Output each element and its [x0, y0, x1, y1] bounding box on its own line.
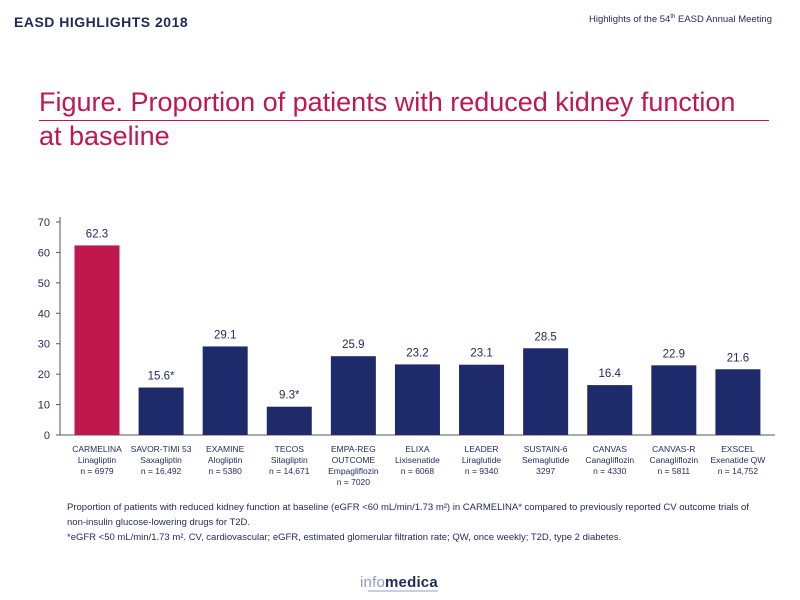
y-tick-label: 50 — [38, 278, 50, 290]
category-trial-label: EXAMINE — [206, 444, 245, 454]
header-title: EASD HIGHLIGHTS 2018 — [14, 14, 189, 30]
category-drug-label: Canagliflozin — [649, 455, 698, 465]
data-label: 21.6 — [727, 352, 749, 364]
category-drug-label: Saxagliptin — [140, 455, 182, 465]
category-trial-label-line2: OUTCOME — [332, 455, 376, 465]
meeting-subtitle-pre: Highlights of the 54 — [588, 14, 671, 26]
meeting-subtitle: Highlights of the 54th EASD Annual Meeti… — [589, 14, 772, 25]
y-tick-label: 30 — [38, 339, 50, 351]
bar-canvas-r — [651, 365, 697, 435]
footnote-main: Proportion of patients with reduced kidn… — [67, 502, 749, 528]
category-n-label: n = 16,492 — [141, 466, 182, 476]
category-n-label: n = 14,671 — [269, 466, 310, 476]
category-trial-label: EXSCEL — [721, 444, 755, 454]
bar-tecos — [266, 406, 312, 435]
data-label: 62.3 — [86, 228, 108, 240]
logo-part-medica: medica — [385, 574, 438, 591]
data-label: 23.1 — [470, 348, 492, 360]
y-tick-label: 20 — [38, 369, 50, 381]
category-n-label: n = 5811 — [657, 466, 690, 476]
category-n-label: n = 6979 — [80, 466, 114, 476]
category-drug-label: Semaglutide — [522, 455, 570, 465]
category-n-label: n = 6068 — [401, 466, 435, 476]
data-label: 29.1 — [214, 329, 236, 341]
category-n-label: n = 5380 — [209, 466, 243, 476]
category-trial-label: CANVAS-R — [652, 444, 695, 454]
footnotes: Proportion of patients with reduced kidn… — [67, 500, 757, 545]
category-trial-label: ELIXA — [405, 444, 429, 454]
bar-leader — [459, 364, 505, 435]
bar-examine — [202, 346, 248, 435]
category-trial-label: EMPA-REG — [331, 444, 376, 454]
category-drug-label: Empagliflozin — [328, 466, 379, 476]
footnote-abbreviations: *eGFR <50 mL/min/1.73 m². CV, cardiovasc… — [67, 532, 622, 543]
category-trial-label: CANVAS — [593, 444, 628, 454]
category-n-label: n = 9340 — [465, 466, 499, 476]
y-tick-label: 70 — [38, 217, 50, 229]
bar-canvas — [587, 385, 633, 435]
category-trial-label: LEADER — [465, 444, 499, 454]
y-tick-label: 0 — [44, 430, 50, 442]
bar-savor-timi-53 — [138, 387, 184, 435]
data-label: 23.2 — [406, 347, 428, 359]
category-drug-label: Alogliptin — [208, 455, 243, 465]
bar-sustain-6 — [523, 348, 569, 435]
category-drug-label: Exenatide QW — [711, 455, 766, 465]
category-drug-label: Sitagliptin — [271, 455, 308, 465]
data-label: 28.5 — [534, 331, 556, 343]
data-label: 16.4 — [599, 368, 622, 380]
bar-exscel — [715, 369, 761, 435]
bar-empa-reg — [330, 356, 376, 435]
y-tick-label: 40 — [38, 308, 50, 320]
category-trial-label: SAVOR-TIMI 53 — [131, 444, 192, 454]
title-divider — [39, 120, 769, 121]
category-drug-label: Linagliptin — [78, 455, 117, 465]
infomedica-logo: infomedica — [360, 574, 438, 591]
category-trial-label: CARMELINA — [72, 444, 122, 454]
category-n-label: 3297 — [536, 466, 555, 476]
data-label: 25.9 — [342, 339, 364, 351]
y-tick-label: 10 — [38, 400, 50, 412]
logo-part-info: info — [360, 574, 385, 591]
data-label: 15.6* — [148, 371, 175, 383]
figure-title: Figure. Proportion of patients with redu… — [39, 87, 736, 151]
meeting-subtitle-post: EASD Annual Meeting — [675, 14, 772, 26]
category-drug-label: Canagliflozin — [585, 455, 634, 465]
category-drug-label: Liraglutide — [462, 455, 501, 465]
category-drug-label: Lixisenatide — [395, 455, 440, 465]
category-n-label: n = 4330 — [593, 466, 627, 476]
meeting-subtitle-sup: th — [670, 14, 676, 20]
category-n-label: n = 7020 — [337, 477, 371, 487]
bar-elixa — [394, 364, 440, 435]
data-label: 22.9 — [663, 348, 685, 360]
logo-tagline-mark — [368, 590, 438, 592]
category-trial-label: TECOS — [275, 444, 305, 454]
y-tick-label: 60 — [38, 247, 50, 259]
category-trial-label: SUSTAIN-6 — [524, 444, 568, 454]
data-label: 9.3* — [279, 390, 300, 402]
bar-carmelina — [74, 245, 120, 435]
category-n-label: n = 14,752 — [718, 466, 759, 476]
